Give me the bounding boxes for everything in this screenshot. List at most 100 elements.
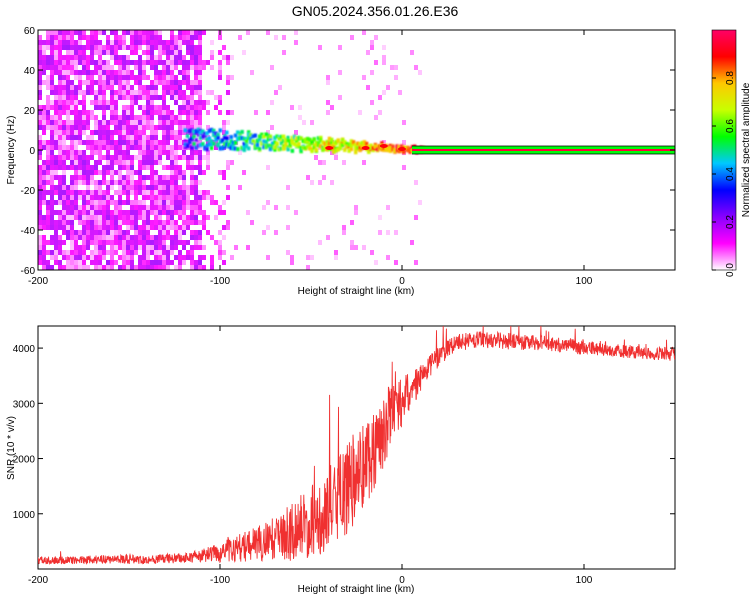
spectrogram-cell [170,225,174,230]
spectrogram-cell [98,200,102,205]
spectrogram-cell [54,50,58,55]
spectrogram-cell [306,255,310,260]
spectrogram-cell [70,145,74,150]
spectrogram-cell [198,170,202,175]
spectrogram-cell [66,235,70,240]
spectrogram-cell [50,60,54,65]
spectrogram-cell [146,260,150,265]
signal-cell [323,146,327,151]
spectrogram-cell [50,215,54,220]
spectrogram-cell [130,110,134,115]
spectrogram-cell [142,230,146,235]
spectrogram-cell [94,130,98,135]
spectrogram-cell [178,135,182,140]
spectrogram-cell [382,140,386,145]
spectrogram-cell [130,235,134,240]
spectrogram-ytick-label: 0 [29,146,35,157]
spectrogram-cell [46,215,50,220]
spectrogram-cell [74,65,78,70]
spectrogram-cell [134,40,138,45]
spectrogram-cell [146,255,150,260]
spectrogram-cell [178,105,182,110]
spectrogram-cell [330,180,334,185]
spectrogram-cell [174,255,178,260]
spectrogram-cell [190,50,194,55]
signal-cell [336,138,340,143]
spectrogram-cell [86,45,90,50]
spectrogram-cell [102,195,106,200]
spectrogram-cell [134,120,138,125]
spectrogram-cell [166,260,170,265]
spectrogram-cell [394,75,398,80]
spectrogram-cell [66,185,70,190]
spectrogram-cell [130,45,134,50]
spectrogram-cell [194,140,198,145]
spectrogram-cell [62,180,66,185]
spectrogram-cell [150,100,154,105]
spectrogram-cell [158,260,162,265]
spectrogram-cell [62,45,66,50]
signal-cell [345,141,349,146]
spectrogram-cell [178,255,182,260]
spectrogram-cell [122,155,126,160]
spectrogram-cell [206,110,210,115]
spectrogram-cell [86,235,90,240]
spectrogram-cell [162,225,166,230]
spectrogram-cell [178,115,182,120]
spectrogram-cell [102,265,106,270]
spectrogram-cell [158,210,162,215]
spectrogram-cell [198,110,202,115]
signal-cell [214,131,218,136]
spectrogram-cell [106,125,110,130]
spectrogram-cell [142,150,146,155]
spectrogram-cell [198,255,202,260]
spectrogram-cell [90,210,94,215]
spectrogram-cell [282,35,286,40]
spectrogram-cell [86,65,90,70]
spectrogram-cell [194,75,198,80]
spectrogram-cell [58,75,62,80]
spectrogram-cell [102,245,106,250]
spectrogram-cell [202,65,206,70]
spectrogram-cell [42,200,46,205]
spectrogram-cell [130,265,134,270]
spectrogram-cell [82,120,86,125]
spectrogram-cell [98,130,102,135]
spectrogram-cell [146,245,150,250]
spectrogram-cell [70,70,74,75]
spectrogram-cell [38,105,42,110]
spectrogram-cell [394,65,398,70]
spectrogram-cell [118,210,122,215]
spectrogram-cell [94,80,98,85]
spectrogram-cell [138,60,142,65]
spectrogram-cell [46,140,50,145]
spectrogram-cell [54,70,58,75]
spectrogram-cell [130,165,134,170]
snr-ytick-label: 2000 [13,455,36,466]
spectrogram-cell [154,180,158,185]
spectrogram-cell [106,215,110,220]
spectrogram-cell [94,205,98,210]
signal-cell [187,139,192,144]
spectrogram-cell [110,105,114,110]
spectrogram-cell [130,135,134,140]
spectrogram-cell [42,125,46,130]
spectrogram-cell [278,85,282,90]
spectrogram-cell [46,120,50,125]
spectrogram-cell [82,205,86,210]
spectrogram-cell [186,190,190,195]
spectrogram-cell [54,255,58,260]
spectrogram-cell [74,135,78,140]
spectrogram-cell [62,255,66,260]
spectrogram-cell [50,125,54,130]
spectrogram-cell [82,200,86,205]
spectrogram-cell [194,200,198,205]
signal-cell [185,144,190,149]
spectrogram-cell [58,180,62,185]
spectrogram-cell [38,240,42,245]
spectrogram-cell [198,190,202,195]
signal-cell [310,149,314,154]
spectrogram-cell [222,210,226,215]
spectrogram-cell [186,240,190,245]
spectrogram-cell [118,55,122,60]
